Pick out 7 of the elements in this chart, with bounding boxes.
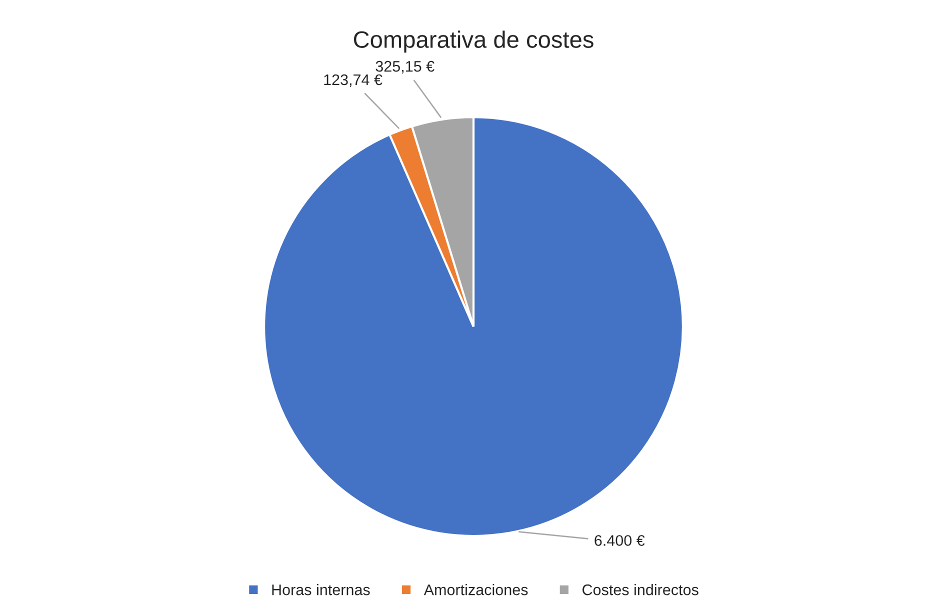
chart-title: Comparativa de costes (354, 30, 594, 53)
legend-label: Costes indirectos (582, 584, 698, 596)
data-label: 325,15 € (376, 60, 434, 74)
data-label: 123,74 € (324, 74, 382, 87)
data-label: 6.400 € (594, 535, 645, 546)
legend-label: Amortizaciones (424, 584, 528, 596)
legend-label: Horas internas (272, 584, 370, 596)
